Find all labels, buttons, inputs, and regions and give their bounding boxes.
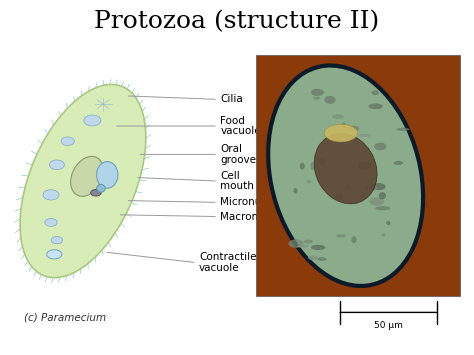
Ellipse shape <box>394 161 403 165</box>
Ellipse shape <box>84 115 101 126</box>
Text: Cilia: Cilia <box>220 94 243 104</box>
Ellipse shape <box>372 183 386 190</box>
Ellipse shape <box>358 134 371 137</box>
Ellipse shape <box>332 114 344 119</box>
Text: 50 μm: 50 μm <box>374 321 403 330</box>
Ellipse shape <box>346 182 350 191</box>
Text: Protozoa (structure II): Protozoa (structure II) <box>94 11 380 34</box>
Ellipse shape <box>20 84 146 278</box>
Ellipse shape <box>369 197 384 206</box>
Ellipse shape <box>307 180 311 183</box>
Ellipse shape <box>311 89 324 96</box>
Ellipse shape <box>382 234 385 236</box>
Ellipse shape <box>374 146 383 148</box>
Ellipse shape <box>375 206 391 210</box>
Text: Cell
mouth: Cell mouth <box>220 171 254 191</box>
Ellipse shape <box>314 133 377 204</box>
Ellipse shape <box>311 245 326 250</box>
Text: (c) Paramecium: (c) Paramecium <box>24 312 106 322</box>
Ellipse shape <box>51 236 63 244</box>
Ellipse shape <box>350 202 361 204</box>
FancyBboxPatch shape <box>256 55 460 296</box>
Ellipse shape <box>308 256 318 260</box>
Ellipse shape <box>348 126 359 132</box>
Ellipse shape <box>43 190 59 200</box>
Text: Macronucleus: Macronucleus <box>220 212 292 222</box>
Ellipse shape <box>386 221 391 225</box>
Ellipse shape <box>61 137 74 146</box>
Ellipse shape <box>336 193 343 200</box>
Ellipse shape <box>47 250 62 259</box>
Ellipse shape <box>368 103 383 109</box>
Ellipse shape <box>371 90 379 95</box>
Text: Micronucleus: Micronucleus <box>220 197 289 207</box>
Ellipse shape <box>91 190 101 196</box>
Text: Contractile
vacuole: Contractile vacuole <box>199 252 256 273</box>
Ellipse shape <box>45 218 57 226</box>
Ellipse shape <box>293 188 298 193</box>
Ellipse shape <box>97 162 118 188</box>
Ellipse shape <box>313 97 319 99</box>
Ellipse shape <box>318 257 327 261</box>
Text: Oral
groove: Oral groove <box>220 144 256 165</box>
Ellipse shape <box>359 162 372 169</box>
Ellipse shape <box>310 162 315 170</box>
Ellipse shape <box>319 158 325 166</box>
Ellipse shape <box>351 236 356 243</box>
Ellipse shape <box>71 157 103 196</box>
Ellipse shape <box>341 123 346 128</box>
Ellipse shape <box>300 163 305 170</box>
Ellipse shape <box>303 240 313 243</box>
Ellipse shape <box>49 160 64 170</box>
Ellipse shape <box>288 239 303 248</box>
Ellipse shape <box>366 185 378 191</box>
Ellipse shape <box>379 192 386 199</box>
Ellipse shape <box>374 143 386 150</box>
Ellipse shape <box>268 65 423 286</box>
Ellipse shape <box>314 97 320 100</box>
Ellipse shape <box>324 124 357 142</box>
Ellipse shape <box>324 96 336 104</box>
Ellipse shape <box>297 245 308 248</box>
Ellipse shape <box>336 234 346 237</box>
Text: Food
vacuoles: Food vacuoles <box>220 116 266 136</box>
Ellipse shape <box>97 185 105 192</box>
Ellipse shape <box>396 128 410 131</box>
